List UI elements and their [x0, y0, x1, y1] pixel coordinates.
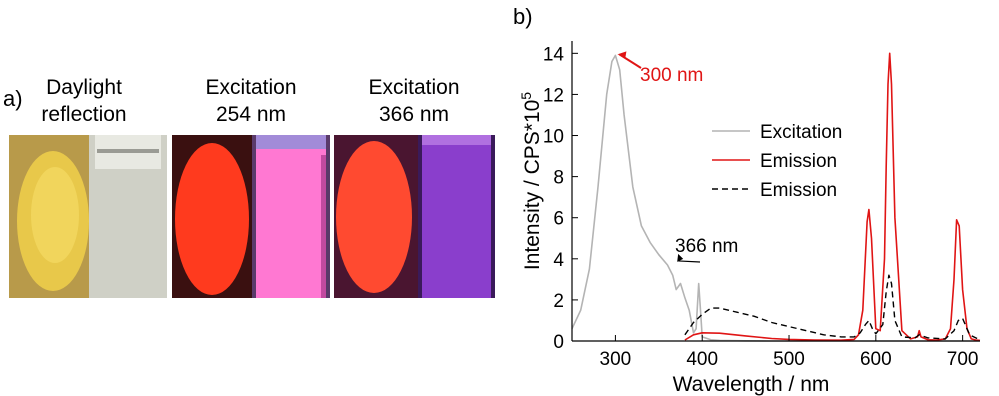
caption-line: reflection [41, 103, 127, 126]
caption-line: Daylight [46, 76, 122, 99]
x-tick-label: 700 [947, 349, 979, 370]
daylight-photo-image [9, 135, 167, 298]
x-axis-label: Wavelength / nm [673, 373, 830, 396]
uv366-photo-image [334, 135, 495, 298]
peak-arrow [618, 53, 642, 69]
peak-arrow-head [617, 51, 627, 58]
caption-line: 366 nm [378, 103, 450, 126]
spectrum-chart: 300 400 500 600 700 0 2 4 6 8 10 12 14 Wavelength / n… [519, 41, 981, 396]
y-tick-label: 14 [543, 44, 565, 65]
uv366-photo [334, 135, 495, 298]
uv254-photo-image [172, 135, 330, 298]
caption-line: 254 nm [215, 103, 287, 126]
shoulder-annotation: 366 nm [675, 236, 738, 257]
caption-line: Excitation [205, 76, 297, 99]
x-tick-label: 600 [860, 349, 892, 370]
y-tick-label: 10 [543, 127, 564, 148]
y-axis-label-main: Intensity / CPS*10 [521, 100, 544, 270]
y-axis-label: Intensity / CPS*105 [519, 92, 544, 270]
peak-annotation: 300 nm [640, 65, 703, 86]
uv366-caption: Excitation 366 nm [334, 74, 494, 128]
daylight-caption: Daylight reflection [10, 74, 158, 128]
y-axis-label-superscript: 5 [519, 92, 534, 100]
x-tick-label: 500 [773, 349, 805, 370]
y-tick-label: 4 [553, 250, 564, 271]
panel-a-label: a) [3, 86, 23, 111]
legend-label-3: Emission [760, 180, 837, 201]
y-tick-label: 2 [553, 291, 564, 312]
y-tick-label: 0 [553, 332, 564, 353]
x-tick-label: 400 [686, 349, 718, 370]
uv254-caption: Excitation 254 nm [172, 74, 330, 128]
legend-label-2: Emission [760, 151, 837, 172]
y-tick-label: 8 [553, 168, 564, 189]
caption-line: Excitation [368, 76, 460, 99]
series-line-2 [684, 52, 981, 342]
legend-label-1: Excitation [760, 122, 842, 143]
y-tick-label: 6 [553, 209, 564, 230]
shoulder-arrow [678, 260, 701, 263]
shoulder-arrow-head [677, 253, 684, 262]
x-tick-label: 300 [600, 349, 632, 370]
series-line-3 [684, 274, 981, 341]
uv254-photo [172, 135, 330, 298]
y-tick-label: 12 [543, 85, 564, 106]
daylight-photo [9, 135, 167, 298]
panel-b-label: b) [513, 4, 533, 29]
